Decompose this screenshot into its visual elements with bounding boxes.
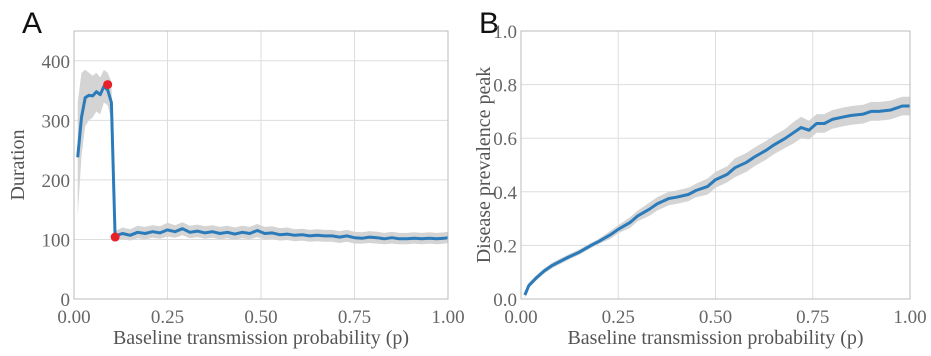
panel-b-y-tick-label: 1.0 — [493, 22, 517, 43]
panel-b-y-tick-label: 0.6 — [493, 129, 517, 150]
panel-b-y-axis-label: Disease prevalence peak — [473, 67, 495, 264]
panel-a-x-tick-label: 0.00 — [57, 307, 90, 328]
panel-a-y-axis-label: Duration — [7, 129, 29, 200]
panel-a-y-tick-label: 200 — [42, 171, 71, 192]
panel-a-y-tick-label: 100 — [42, 230, 71, 251]
panel-a-x-tick-label: 0.25 — [151, 307, 184, 328]
panel-a-highlight-point — [110, 232, 120, 242]
panel-b-y-tick-label: 0.4 — [493, 183, 517, 204]
panel-b-x-tick-label: 0.75 — [796, 307, 829, 328]
panel-a-highlight-point — [103, 80, 113, 90]
panel-b-y-tick-label: 0.0 — [493, 290, 517, 311]
panel-b-y-tick-label: 0.8 — [493, 76, 517, 97]
panel-a-x-axis-label: Baseline transmission probability (p) — [113, 327, 409, 349]
panel-a-x-tick-label: 0.50 — [244, 307, 277, 328]
panel-b-series-line — [523, 104, 910, 296]
panel-a-confidence-band — [77, 69, 448, 245]
panel-b-confidence-band — [524, 96, 910, 298]
panel-a-y-tick-label: 0 — [61, 290, 71, 311]
panel-b-plot-frame — [520, 30, 911, 300]
panel-b-y-tick-label: 0.2 — [493, 236, 517, 257]
panel-a-y-tick-label: 300 — [42, 111, 71, 132]
panel-label-b: B — [479, 7, 499, 40]
panel-b-x-tick-label: 0.50 — [699, 307, 732, 328]
panel-a-x-tick-label: 1.00 — [431, 307, 464, 328]
panel-b-x-tick-label: 0.25 — [602, 307, 635, 328]
panel-a-plot-frame — [73, 30, 449, 300]
panel-a-series-line — [76, 84, 449, 241]
panel-label-a: A — [22, 7, 42, 40]
panel-a-y-tick-label: 400 — [42, 52, 71, 73]
panel-b-x-tick-label: 0.00 — [504, 307, 537, 328]
panel-a-x-tick-label: 0.75 — [338, 307, 371, 328]
chart-panel-b: 0.00 0.25 0.50 0.75 1.00 0.0 0.2 0.4 0.6 0.8 1.0 Ba… — [473, 22, 927, 349]
panel-b-x-tick-label: 1.00 — [893, 307, 926, 328]
chart-panel-a: 0.00 0.25 0.50 0.75 1.00 0 100 200 300 400 Baselin… — [7, 30, 465, 349]
panel-b-x-axis-label: Baseline transmission probability (p) — [567, 327, 863, 349]
